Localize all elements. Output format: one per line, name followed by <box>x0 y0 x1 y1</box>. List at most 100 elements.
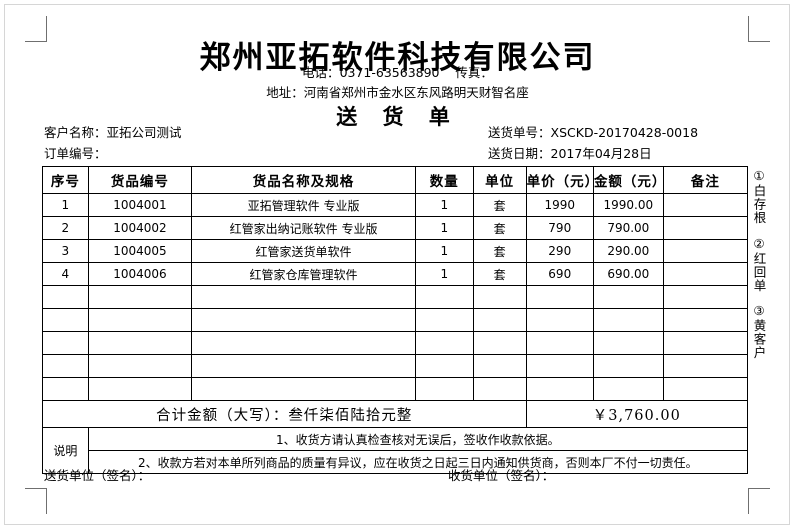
cell-price <box>525 377 594 401</box>
cell-unit <box>472 377 527 401</box>
copy-labels: ①白存根 ②红回单 ③黄客户 <box>752 168 774 390</box>
column-header-remark: 备注 <box>662 166 749 194</box>
cell-qty: 1 <box>414 262 474 286</box>
cell-remark <box>662 193 749 217</box>
document-title: 送 货 单 <box>336 104 459 129</box>
copy-label-white: ①白存根 <box>751 168 767 225</box>
customer-name-value: 亚拓公司测试 <box>106 125 182 140</box>
contact-line: 电话：0371-63563890 传真： <box>0 62 795 81</box>
table-row: 4 1004006 红管家仓库管理软件 1 套 690 690.00 <box>42 262 749 286</box>
cell-price: 1990 <box>525 193 594 217</box>
cell-seq <box>42 285 89 309</box>
cell-qty: 1 <box>414 216 474 240</box>
delivery-number-field: 送货单号：XSCKD-20170428-0018 <box>488 122 698 141</box>
crop-mark-top-right <box>748 16 770 42</box>
cell-name <box>191 331 416 355</box>
cell-code <box>87 308 193 332</box>
cell-remark <box>662 308 749 332</box>
cell-seq <box>42 377 89 401</box>
cell-seq <box>42 331 89 355</box>
table-row <box>42 377 749 401</box>
cell-seq: 2 <box>42 216 89 240</box>
column-header-code: 货品编号 <box>87 166 193 194</box>
cell-qty <box>414 308 474 332</box>
table-row <box>42 354 749 378</box>
cell-remark <box>662 377 749 401</box>
cell-code <box>87 331 193 355</box>
delivery-date-value: 2017年04月28日 <box>550 146 652 161</box>
page-border <box>4 4 790 525</box>
cell-remark <box>662 216 749 240</box>
cell-remark <box>662 354 749 378</box>
table-row <box>42 285 749 309</box>
cell-amount <box>592 308 664 332</box>
column-header-amount: 金额（元） <box>592 166 665 194</box>
cell-unit <box>472 354 527 378</box>
cell-price <box>525 285 594 309</box>
cell-seq: 1 <box>42 193 89 217</box>
cell-amount <box>592 331 664 355</box>
phone-label: 电话： <box>302 65 340 80</box>
cell-price <box>525 331 594 355</box>
cell-price: 290 <box>525 239 594 263</box>
cell-code: 1004001 <box>87 193 193 217</box>
company-name: 郑州亚拓软件科技有限公司 <box>199 40 596 76</box>
cell-unit: 套 <box>472 262 527 286</box>
cell-name: 亚拓管理软件 专业版 <box>191 193 416 217</box>
cell-code: 1004005 <box>87 239 193 263</box>
table-row: 3 1004005 红管家送货单软件 1 套 290 290.00 <box>42 239 749 263</box>
cell-amount: 1990.00 <box>592 193 664 217</box>
cell-price <box>525 308 594 332</box>
contact-gap <box>440 65 456 80</box>
cell-remark <box>662 285 749 309</box>
cell-amount: 790.00 <box>592 216 664 240</box>
cell-unit: 套 <box>472 193 527 217</box>
cell-remark <box>662 262 749 286</box>
column-header-unit: 单位 <box>472 166 527 194</box>
note-item-1: 1、收货方请认真检查核对无误后，签收作收款依据。 <box>87 427 749 451</box>
total-amount-words: 合计金额（大写）：叁仟柒佰陆拾元整 <box>42 400 527 428</box>
copy-label-yellow: ③黄客户 <box>751 303 767 360</box>
note-row-1: 说明 1、收货方请认真检查核对无误后，签收作收款依据。 <box>42 427 749 474</box>
address-line: 地址：河南省郑州市金水区东风路明天财智名座 <box>0 82 795 101</box>
order-number-label: 订单编号： <box>44 146 107 161</box>
cell-amount <box>592 285 664 309</box>
fax-label: 传真： <box>455 65 493 80</box>
table-header-row: 序号 货品编号 货品名称及规格 数量 单位 单价（元） 金额（元） 备注 <box>42 166 749 194</box>
table-row: 2 1004002 红管家出纳记账软件 专业版 1 套 790 790.00 <box>42 216 749 240</box>
cell-unit: 套 <box>472 239 527 263</box>
cell-amount: 690.00 <box>592 262 664 286</box>
cell-qty: 1 <box>414 193 474 217</box>
note-row-2: 2、收款方若对本单所列商品的质量有异议，应在收货之日起三日内通知供货商，否则本厂… <box>43 450 749 474</box>
delivery-date-label: 送货日期： <box>488 146 551 161</box>
order-number-field: 订单编号： <box>44 143 107 162</box>
note-item-2: 2、收款方若对本单所列商品的质量有异议，应在收货之日起三日内通知供货商，否则本厂… <box>87 450 749 474</box>
crop-mark-top-left <box>25 16 47 42</box>
cell-seq <box>42 308 89 332</box>
cell-seq: 4 <box>42 262 89 286</box>
copy-label-red: ②红回单 <box>751 235 767 293</box>
crop-mark-bottom-left <box>25 488 47 514</box>
cell-name: 红管家送货单软件 <box>191 239 416 263</box>
goods-table: 序号 货品编号 货品名称及规格 数量 单位 单价（元） 金额（元） 备注 1 10… <box>42 166 749 474</box>
column-header-price: 单价（元） <box>525 166 598 194</box>
cell-amount <box>592 354 664 378</box>
cell-code <box>87 377 193 401</box>
cell-unit <box>472 285 527 309</box>
customer-name-label: 客户名称： <box>44 125 107 140</box>
table-row: 1 1004001 亚拓管理软件 专业版 1 套 1990 1990.00 <box>42 193 749 217</box>
cell-name: 红管家出纳记账软件 专业版 <box>191 216 416 240</box>
address-value: 河南省郑州市金水区东风路明天财智名座 <box>303 85 529 100</box>
total-row: 合计金额（大写）：叁仟柒佰陆拾元整 ￥3,760.00 <box>42 400 749 428</box>
cell-seq <box>42 354 89 378</box>
phone-value: 0371-63563890 <box>339 65 440 80</box>
cell-seq: 3 <box>42 239 89 263</box>
cell-price <box>525 354 594 378</box>
cell-remark <box>662 239 749 263</box>
sender-signature-field: 送货单位（签名）： <box>44 468 151 483</box>
cell-name <box>191 377 416 401</box>
delivery-date-field: 送货日期：2017年04月28日 <box>488 143 652 162</box>
cell-amount <box>592 377 664 401</box>
cell-qty <box>414 377 474 401</box>
address-label: 地址： <box>266 85 304 100</box>
